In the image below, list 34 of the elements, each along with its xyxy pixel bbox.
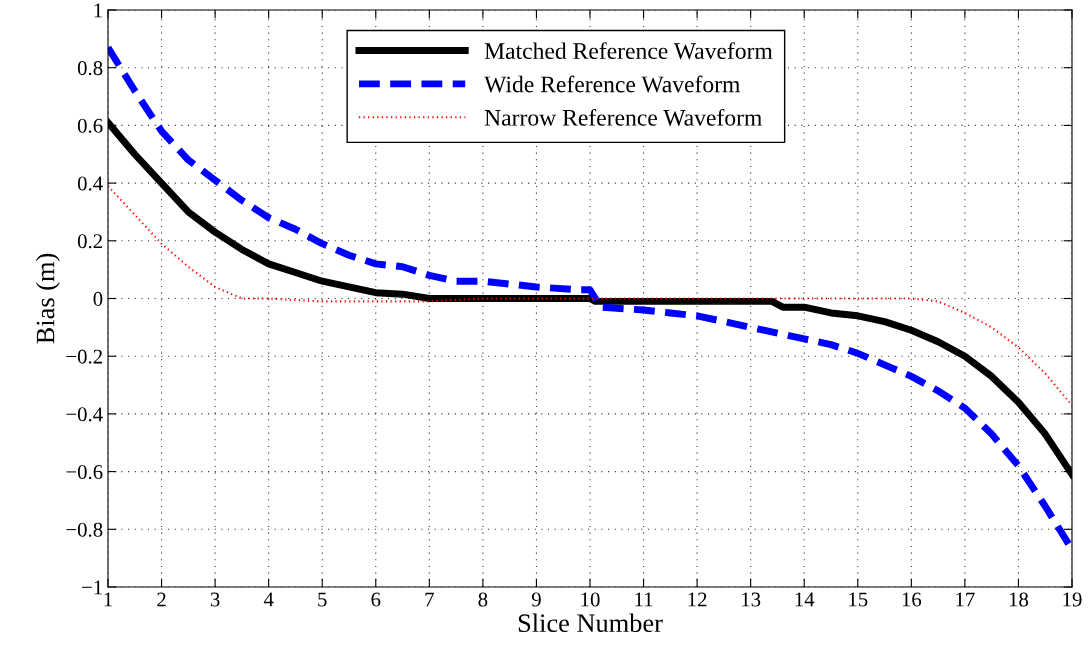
y-tick-label: 0.2	[77, 234, 102, 249]
x-tick-label: 6	[371, 592, 381, 607]
x-tick-label: 10	[581, 592, 600, 607]
x-tick-label: 8	[478, 592, 488, 607]
x-tick-label: 5	[318, 592, 327, 607]
y-tick-label: −0.2	[66, 349, 102, 364]
y-tick-label: −0.6	[66, 464, 103, 480]
x-tick-label: 7	[425, 592, 434, 607]
x-tick-label: 9	[531, 592, 541, 607]
x-tick-label: 15	[849, 592, 868, 607]
x-tick-label: 17	[956, 592, 975, 607]
x-tick-label: 11	[635, 592, 653, 607]
x-tick-label: 3	[210, 592, 220, 607]
x-tick-label: 19	[1063, 592, 1082, 607]
x-tick-label: 13	[742, 592, 761, 607]
x-tick-label: 2	[157, 592, 166, 607]
y-tick-label: −1	[82, 580, 102, 595]
y-tick-label: 0.8	[77, 61, 103, 76]
x-tick-label: 14	[795, 592, 815, 607]
y-tick-label: 0.6	[77, 118, 103, 133]
x-tick-label: 12	[688, 592, 707, 607]
y-tick-label: 0.4	[77, 176, 103, 191]
x-axis-title: Slice Number	[518, 613, 663, 633]
x-tick-label: 18	[1009, 592, 1029, 607]
x-tick-label: 16	[902, 592, 922, 607]
y-axis-title: Bias (m)	[35, 253, 60, 344]
y-tick-label: −0.4	[66, 407, 103, 422]
y-tick-label: −0.8	[66, 522, 103, 537]
legend-label: Matched Reference Waveform	[484, 42, 773, 60]
x-tick-label: 4	[263, 592, 274, 607]
legend-label: Wide Reference Waveform	[484, 75, 741, 93]
legend-label: Narrow Reference Waveform	[484, 108, 762, 126]
y-tick-label: 1	[94, 3, 102, 18]
y-tick-label: 0	[93, 291, 103, 306]
